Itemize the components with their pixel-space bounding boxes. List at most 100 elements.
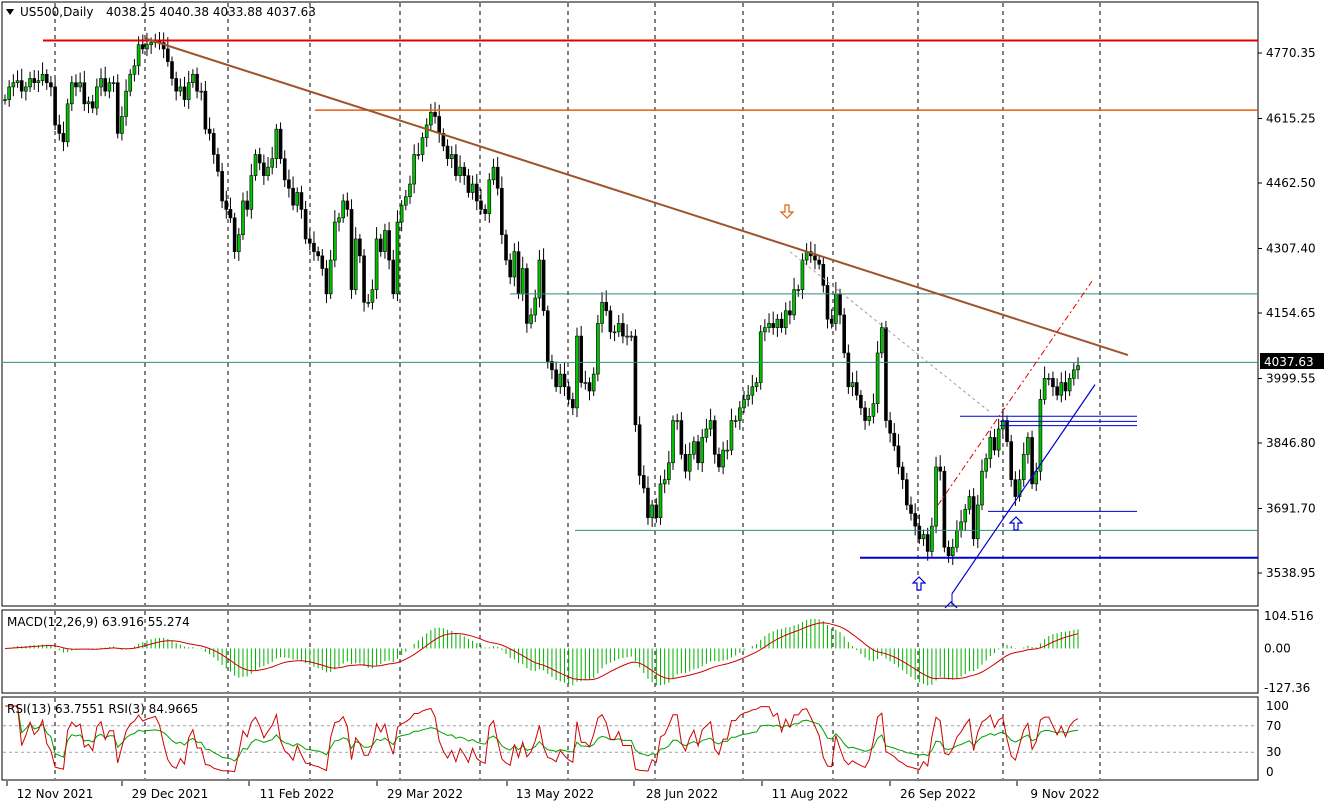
candle-body	[504, 234, 508, 261]
candle-body	[203, 90, 208, 130]
candle-body	[925, 534, 930, 552]
candle-body	[1055, 386, 1059, 396]
candle-body	[583, 382, 588, 384]
candle-body	[700, 437, 705, 464]
candle-body	[959, 521, 963, 531]
candle-body	[683, 454, 688, 472]
candle-body	[667, 462, 671, 480]
candle-body	[721, 449, 725, 468]
candle-body	[875, 352, 880, 404]
candle-body	[341, 200, 345, 219]
candle-body	[554, 369, 558, 388]
candle-body	[533, 297, 538, 316]
rsi13-line	[5, 705, 1079, 762]
price-tick-label: 4770.35	[1266, 46, 1316, 60]
symbol-dropdown-icon[interactable]	[6, 9, 14, 15]
candle-body	[241, 200, 245, 236]
candle-body	[796, 289, 801, 291]
time-axis-label: 29 Dec 2021	[132, 787, 209, 801]
candle-body	[53, 86, 57, 126]
candle-body	[186, 82, 191, 100]
current-price-label: 4037.63	[1264, 355, 1314, 369]
candle-body	[500, 187, 504, 236]
candle-body	[15, 80, 20, 84]
candle-body	[1026, 437, 1030, 455]
candle-body	[266, 166, 270, 176]
candle-body	[49, 82, 53, 88]
candle-body	[366, 301, 371, 304]
candle-body	[938, 466, 943, 472]
candle-body	[262, 162, 266, 176]
candle-body	[412, 154, 416, 185]
candle-body	[771, 323, 776, 328]
chart-symbol: US500,Daily	[20, 5, 93, 19]
macd-signal-line	[4, 622, 1079, 681]
candle-body	[124, 90, 128, 117]
candle-body	[399, 204, 404, 223]
candle-body	[725, 449, 730, 452]
candle-body	[733, 420, 738, 422]
price-tick-label: 3846.80	[1266, 436, 1316, 450]
candle-body	[900, 466, 905, 480]
candle-body	[537, 259, 542, 299]
time-axis-label: 11 Feb 2022	[260, 787, 335, 801]
candle-body	[846, 352, 851, 388]
macd-indicator: 104.516 0.00 -127.36	[4, 609, 1314, 695]
channel-line	[937, 280, 1093, 506]
candle-body	[934, 466, 938, 527]
candle-body	[383, 230, 387, 252]
candle-body	[387, 230, 391, 261]
candle-body	[36, 80, 41, 84]
candle-body	[358, 238, 362, 257]
time-axis-label: 29 Mar 2022	[387, 787, 463, 801]
candle-body	[420, 137, 425, 155]
candle-body	[19, 80, 24, 92]
candle-body	[349, 209, 354, 290]
candle-body	[1013, 479, 1018, 497]
macd-axis-label: -127.36	[1264, 681, 1310, 695]
candle-body	[616, 323, 621, 333]
candle-body	[571, 399, 575, 409]
down-arrow-icon	[779, 204, 795, 219]
candle-body	[879, 327, 884, 354]
candle-body	[136, 44, 141, 67]
drawing-objects	[3, 37, 1258, 609]
candle-body	[658, 483, 663, 518]
macd-axis-label: 0.00	[1264, 641, 1291, 655]
candle-body	[1021, 454, 1026, 480]
chart-ohlc: 4038.25 4040.38 4033.88 4037.63	[106, 5, 316, 19]
time-axis-label: 9 Nov 2022	[1030, 787, 1099, 801]
candle-body	[633, 335, 638, 426]
candle-body	[775, 318, 780, 328]
candle-body	[996, 428, 1001, 451]
time-axis-label: 11 Aug 2022	[772, 787, 849, 801]
candle-body	[729, 420, 734, 451]
candle-body	[754, 382, 759, 388]
candle-body	[650, 504, 654, 518]
candle-body	[441, 133, 446, 147]
candle-body	[178, 86, 183, 92]
candle-body	[525, 268, 529, 324]
candle-body	[166, 48, 170, 62]
candle-body	[591, 373, 596, 392]
candle-body	[24, 86, 28, 92]
candle-body	[195, 73, 199, 92]
candle-body	[370, 289, 375, 303]
price-tick-label: 3538.95	[1266, 566, 1316, 580]
candle-body	[1009, 441, 1013, 480]
candle-body	[378, 238, 383, 252]
candle-body	[362, 255, 366, 303]
up-arrow-icon	[944, 601, 958, 609]
candle-body	[980, 470, 984, 506]
candle-body	[758, 331, 763, 383]
rsi-axis-label: 70	[1266, 719, 1281, 733]
candle-body	[28, 78, 32, 88]
candle-body	[1059, 382, 1064, 396]
candle-body	[641, 475, 646, 489]
candle-body	[74, 82, 78, 88]
candle-body	[479, 200, 483, 210]
time-axis-label: 28 Jun 2022	[646, 787, 718, 801]
candle-body	[345, 200, 350, 210]
